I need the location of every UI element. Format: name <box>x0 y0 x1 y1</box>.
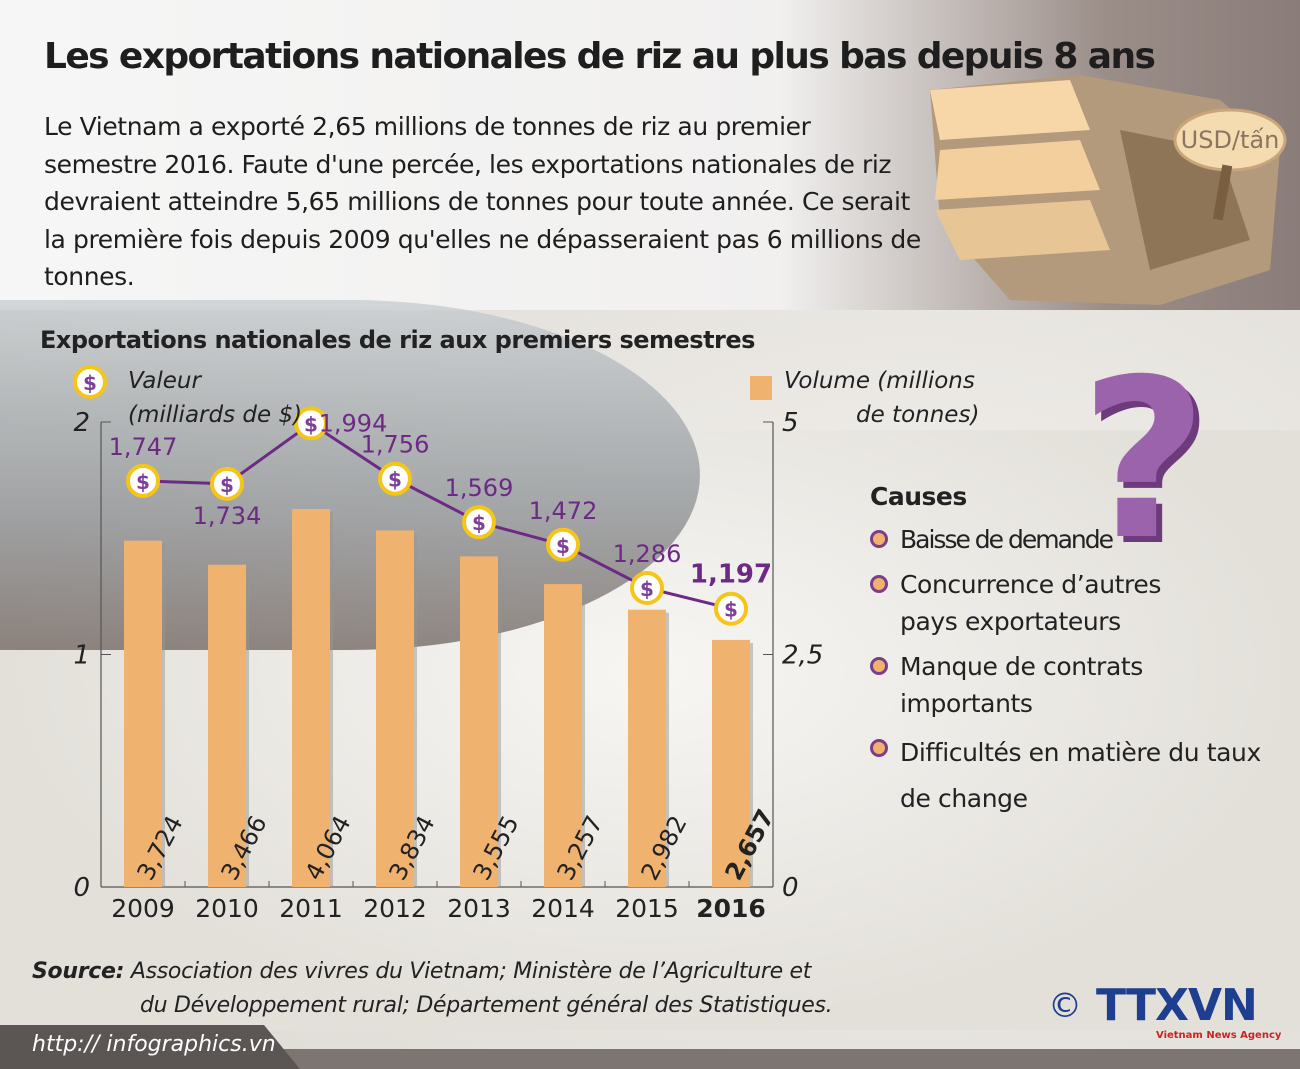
dollar-coin-icon-glyph: $ <box>304 412 318 436</box>
dollar-coin-icon <box>714 591 748 626</box>
dollar-coin-icon <box>126 463 160 498</box>
chart-title: Exportations nationales de riz aux premi… <box>40 326 755 354</box>
dollar-coin-icon-glyph: $ <box>472 511 486 535</box>
dollar-coin-icon <box>630 571 664 606</box>
dollar-coin-icon-glyph: $ <box>724 598 738 622</box>
legend-value-line2: (milliards de $) <box>128 402 303 428</box>
x-tick-label: 2011 <box>279 894 343 923</box>
bar <box>544 584 582 887</box>
right-tick-label: 2,5 <box>782 641 823 671</box>
bag-label: USD/tấn <box>1181 126 1280 154</box>
x-tick-label: 2016 <box>696 894 766 923</box>
left-tick-label: 2 <box>73 408 90 438</box>
line-data-label: 1,472 <box>529 497 598 525</box>
right-tick-label: 0 <box>782 873 799 903</box>
intro-text: Le Vietnam a exporté 2,65 millions de to… <box>44 112 921 291</box>
dollar-coin-icon <box>462 505 496 540</box>
source-note: Source: Association des vivres du Vietna… <box>32 959 833 1018</box>
line-data-label: 1,994 <box>319 409 388 437</box>
x-tick-label: 2014 <box>531 894 595 923</box>
line-data-label: 1,756 <box>361 431 430 459</box>
question-mark-icon: ? <box>1080 332 1208 588</box>
x-tick-label: 2013 <box>447 894 511 923</box>
dollar-coin-icon-glyph: $ <box>556 534 570 558</box>
x-tick-label: 2010 <box>195 894 259 923</box>
legend-value-line1: Valeur <box>128 368 201 394</box>
bullet-icon <box>870 575 888 593</box>
legend-value: Valeur (milliards de $) <box>128 364 302 432</box>
x-tick-label: 2015 <box>615 894 679 923</box>
bar <box>628 609 666 887</box>
page-title: Les exportations nationales de riz au pl… <box>44 36 1156 77</box>
bar <box>376 530 414 887</box>
causes-heading: Causes <box>870 482 967 511</box>
legend-volume-swatch <box>750 376 772 400</box>
bar <box>712 639 750 887</box>
agency-name: Vietnam News Agency <box>1156 1030 1282 1041</box>
causes-panel: Causes Baisse de demande Concurrence d’a… <box>870 482 1290 830</box>
legend-value-icon-glyph: $ <box>83 371 97 395</box>
dollar-coin-icon-glyph: $ <box>220 473 234 497</box>
source-label: Source: <box>32 959 125 984</box>
legend-volume-line2: de tonnes) <box>856 402 980 428</box>
line-data-label: 1,747 <box>109 433 178 461</box>
left-tick-label: 1 <box>73 641 90 671</box>
left-tick-label: 0 <box>73 873 90 903</box>
right-tick-label: 5 <box>782 408 799 438</box>
website-link[interactable]: http:// infographics.vn <box>32 1032 276 1057</box>
legend-volume-line1: Volume (millions <box>784 368 975 394</box>
bar <box>460 556 498 887</box>
dollar-coin-icon <box>378 461 412 496</box>
x-tick-label: 2012 <box>363 894 427 923</box>
line-data-label: 1,569 <box>445 474 514 502</box>
line-data-label: 1,734 <box>193 502 262 530</box>
bullet-icon <box>870 739 888 757</box>
dollar-coin-icon-glyph: $ <box>136 470 150 494</box>
cause-item: Baisse de demande <box>870 521 1290 558</box>
bar <box>124 540 162 887</box>
dollar-coin-icon <box>294 406 328 441</box>
bullet-icon <box>870 530 888 548</box>
line-data-label: 1,286 <box>613 540 682 568</box>
ttxvn-logo: © TTXVN <box>1048 980 1258 1031</box>
cause-item: Difficultés en matière du taux de change <box>870 730 1290 822</box>
legend-volume: Volume (millions de tonnes) <box>784 364 979 432</box>
bar <box>292 509 330 887</box>
legend-value-icon <box>73 365 107 399</box>
dollar-coin-icon <box>210 466 244 501</box>
dollar-coin-icon-glyph: $ <box>640 577 654 601</box>
dollar-coin-icon-glyph: $ <box>388 468 402 492</box>
dollar-coin-icon <box>546 527 580 562</box>
bar <box>208 564 246 887</box>
cause-item: Manque de contrats importants <box>870 648 1290 722</box>
x-tick-label: 2009 <box>111 894 175 923</box>
copyright-icon: © <box>1048 986 1082 1026</box>
bullet-icon <box>870 657 888 675</box>
rice-bags-illustration: USD/tấn <box>930 75 1287 305</box>
line-data-label: 1,197 <box>690 560 772 590</box>
cause-item: Concurrence d’autres pays exportateurs <box>870 566 1290 640</box>
footer-bar: http:// infographics.vn <box>0 1025 1300 1069</box>
